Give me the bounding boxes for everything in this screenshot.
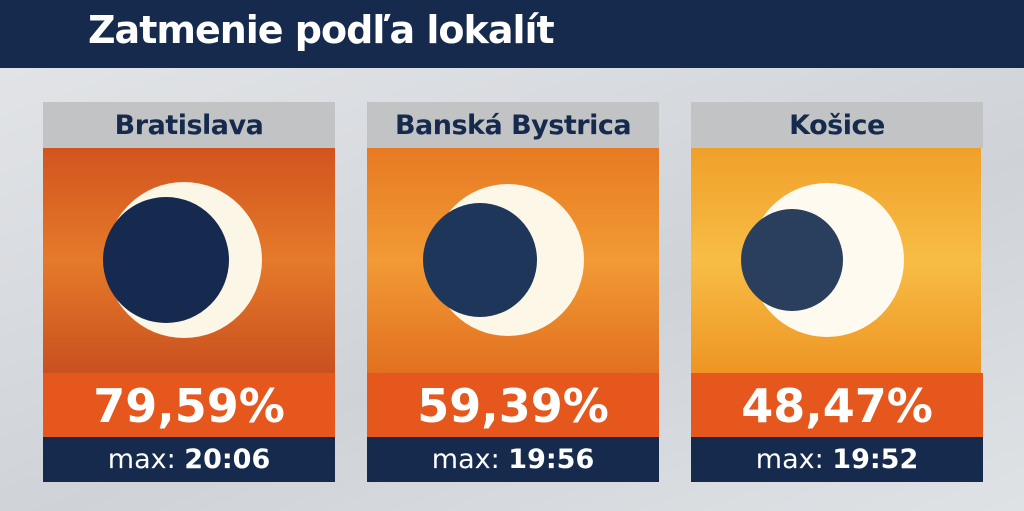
eclipse-image	[367, 148, 659, 373]
max-label: max:	[755, 444, 824, 475]
city: Košice	[691, 102, 983, 148]
max-label: max:	[431, 444, 500, 475]
percent: 59,39%	[367, 373, 659, 437]
city: Banská Bystrica	[367, 102, 659, 148]
header: Zatmenie podľa lokalít	[0, 0, 1024, 68]
card: Banská Bystrica 59,39% max: 19:56	[367, 102, 659, 482]
time: 19:56	[508, 444, 595, 475]
city: Bratislava	[43, 102, 335, 148]
max-time: max: 20:06	[43, 437, 335, 482]
eclipse-image	[691, 148, 981, 373]
time: 20:06	[184, 444, 271, 475]
title: Zatmenie podľa lokalít	[88, 8, 555, 52]
percent: 79,59%	[43, 373, 335, 437]
time: 19:52	[832, 444, 919, 475]
card: Bratislava 79,59% max: 20:06	[43, 102, 335, 482]
eclipse-image	[43, 148, 335, 373]
max-label: max:	[107, 444, 176, 475]
max-time: max: 19:52	[691, 437, 983, 482]
percent: 48,47%	[691, 373, 983, 437]
max-time: max: 19:56	[367, 437, 659, 482]
card: Košice 48,47% max: 19:52	[691, 102, 983, 482]
